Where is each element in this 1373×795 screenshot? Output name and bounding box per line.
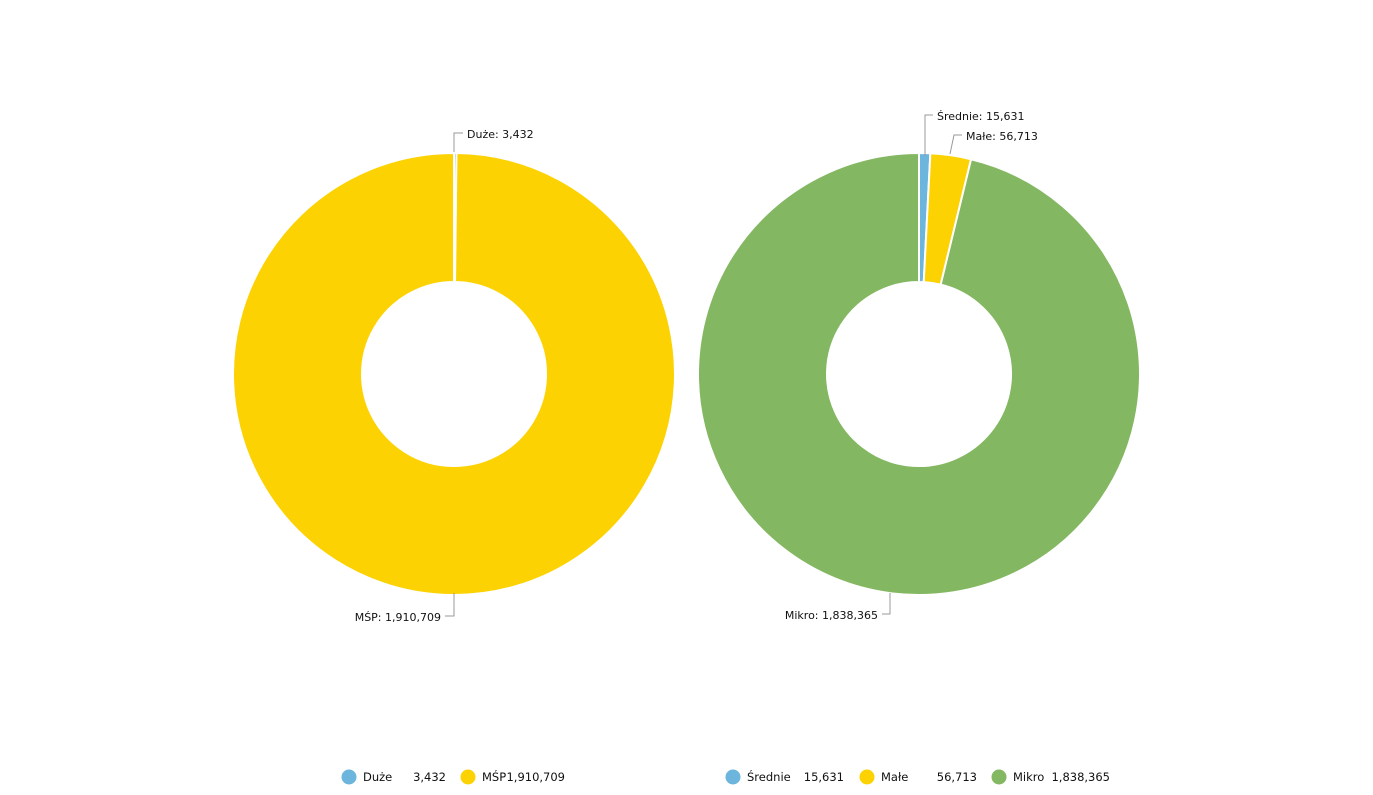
donut-chart-srednie-male-mikro: Średnie: 15,631 Małe: 56,713 Mikro: 1,838,… xyxy=(697,110,1141,622)
legend-item-mikro[interactable]: Mikro 1,838,365 xyxy=(991,769,1111,785)
donut-chart-duze-msp: Duże: 3,432 MŚP: 1,910,709 xyxy=(232,128,676,624)
data-label-duze: Duże: 3,432 xyxy=(467,128,534,141)
legend-name-male: Małe xyxy=(881,770,908,784)
legend-value-msp: 1,910,709 xyxy=(506,770,565,784)
data-label-msp: MŚP: 1,910,709 xyxy=(355,611,441,624)
legend-name-srednie: Średnie xyxy=(747,769,791,784)
legend-marker-msp xyxy=(460,769,476,785)
callout-line-male xyxy=(949,134,962,155)
legend-srednie-male-mikro: Średnie 15,631 Małe 56,713 Mikro 1,838,365 xyxy=(725,769,1111,785)
legend-duze-msp: Duże 3,432 MŚP 1,910,709 xyxy=(341,769,566,785)
slice-mikro[interactable] xyxy=(697,151,1141,596)
data-label-mikro: Mikro: 1,838,365 xyxy=(785,609,878,622)
legend-marker-duze xyxy=(341,769,357,785)
legend-value-srednie: 15,631 xyxy=(804,770,844,784)
callout-line-duze xyxy=(453,132,463,156)
legend-marker-mikro xyxy=(991,769,1007,785)
legend-item-msp[interactable]: MŚP 1,910,709 xyxy=(460,769,566,785)
legend-value-male: 56,713 xyxy=(937,770,977,784)
data-label-male: Małe: 56,713 xyxy=(966,130,1038,143)
callout-line-msp xyxy=(445,593,455,617)
legend-item-srednie[interactable]: Średnie 15,631 xyxy=(725,769,845,785)
legend-marker-srednie xyxy=(725,769,741,785)
legend-item-male[interactable]: Małe 56,713 xyxy=(859,769,978,785)
legend-value-mikro: 1,838,365 xyxy=(1051,770,1110,784)
callout-line-mikro xyxy=(882,593,891,615)
slice-msp[interactable] xyxy=(232,151,676,596)
legend-name-duze: Duże xyxy=(363,770,392,784)
legend-item-duze[interactable]: Duże 3,432 xyxy=(341,769,447,785)
data-label-srednie: Średnie: 15,631 xyxy=(937,110,1025,123)
legend-name-msp: MŚP xyxy=(482,769,506,784)
legend-marker-male xyxy=(859,769,875,785)
legend-name-mikro: Mikro xyxy=(1013,770,1044,784)
callout-line-srednie xyxy=(924,114,933,156)
legend-value-duze: 3,432 xyxy=(413,770,446,784)
